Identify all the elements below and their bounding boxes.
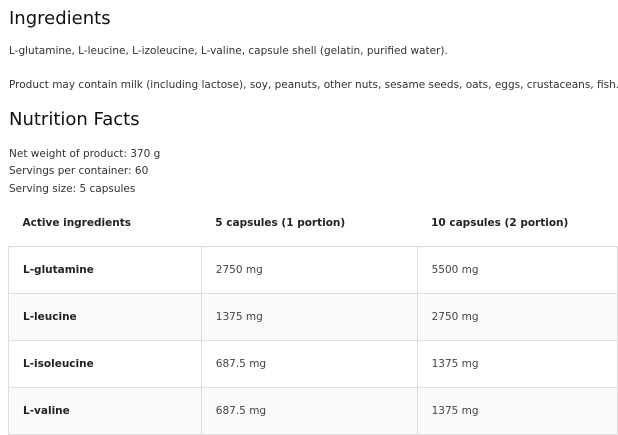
serving-size: Serving size: 5 capsules [9, 183, 136, 195]
servings-per-container: Servings per container: 60 [9, 165, 149, 177]
cell: 2750 mg [416, 293, 618, 341]
table-row: L-isoleucine 687.5 mg 1375 mg [8, 340, 618, 388]
cell: 1375 mg [416, 387, 618, 435]
header-cell: 5 capsules (1 portion) [215, 217, 346, 229]
nutrition-table: Active ingredients 5 capsules (1 portion… [8, 200, 618, 435]
table-header-row: Active ingredients 5 capsules (1 portion… [9, 200, 618, 247]
header-cell: Active ingredients [22, 217, 131, 229]
ingredients-text: L-glutamine, L-leucine, L-izoleucine, L-… [9, 45, 448, 57]
net-weight: Net weight of product: 370 g [9, 148, 161, 160]
ingredient-name: L-valine [8, 387, 202, 435]
table-row: L-valine 687.5 mg 1375 mg [8, 387, 618, 435]
ingredient-name: L-isoleucine [8, 340, 202, 388]
header-cell: 10 capsules (2 portion) [431, 217, 569, 229]
ingredient-name: L-leucine [8, 293, 202, 341]
cell: 5500 mg [416, 246, 618, 294]
cell: 2750 mg [200, 246, 418, 294]
ingredients-heading: Ingredients [9, 8, 111, 29]
ingredient-name: L-glutamine [8, 246, 202, 294]
cell: 1375 mg [200, 293, 418, 341]
nutrition-heading: Nutrition Facts [9, 109, 140, 130]
allergen-text: Product may contain milk (including lact… [9, 79, 618, 91]
cell: 687.5 mg [200, 387, 418, 435]
table-row: L-glutamine 2750 mg 5500 mg [8, 246, 618, 294]
cell: 1375 mg [416, 340, 618, 388]
table-row: L-leucine 1375 mg 2750 mg [8, 293, 618, 341]
cell: 687.5 mg [200, 340, 418, 388]
